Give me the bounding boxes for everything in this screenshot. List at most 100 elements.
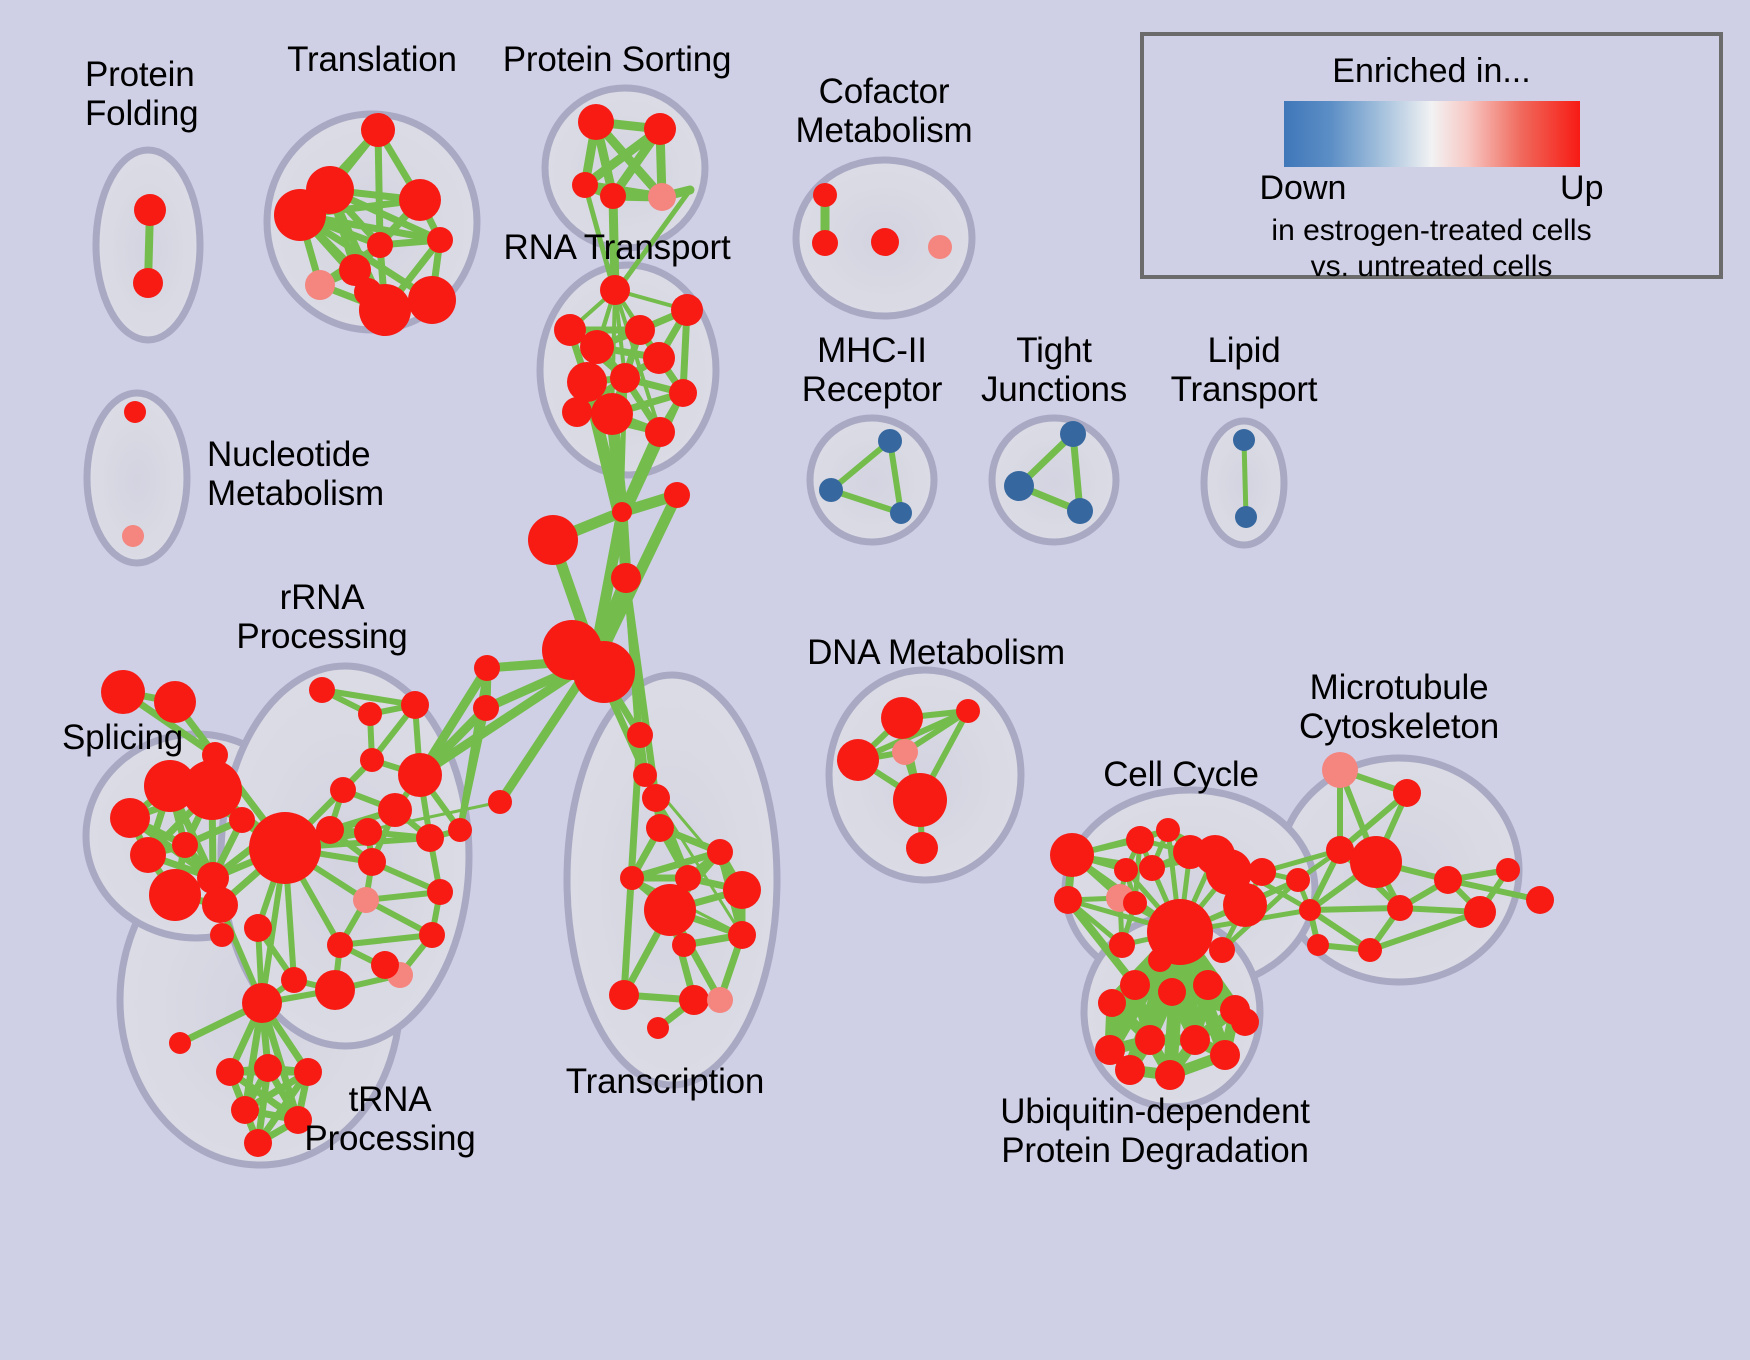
node — [642, 784, 670, 812]
node — [871, 228, 899, 256]
node — [644, 884, 696, 936]
node — [427, 879, 453, 905]
cluster-label-protein-sorting: Protein Sorting — [502, 40, 732, 79]
node — [360, 748, 384, 772]
node — [274, 189, 326, 241]
node — [1210, 1040, 1240, 1070]
node — [664, 482, 690, 508]
node — [473, 695, 499, 721]
node — [600, 275, 630, 305]
node — [562, 397, 592, 427]
node — [612, 502, 632, 522]
node — [358, 848, 386, 876]
node — [1434, 866, 1462, 894]
node — [330, 777, 356, 803]
node — [1496, 858, 1520, 882]
node — [1115, 1055, 1145, 1085]
node — [1158, 978, 1186, 1006]
legend-title: Enriched in... — [1332, 52, 1531, 90]
node — [646, 814, 674, 842]
node — [1067, 498, 1093, 524]
node — [1114, 858, 1138, 882]
node — [358, 702, 382, 726]
node — [679, 985, 709, 1015]
node — [281, 967, 307, 993]
node — [361, 113, 395, 147]
node — [1387, 895, 1413, 921]
node — [309, 677, 335, 703]
node — [134, 194, 166, 226]
node — [133, 268, 163, 298]
node — [1155, 1060, 1185, 1090]
node — [124, 401, 146, 423]
legend-panel: Enriched in... Down Up in estrogen-treat… — [1140, 32, 1723, 283]
node — [154, 681, 196, 723]
cluster-label-microtubule: Microtubule Cytoskeleton — [1299, 668, 1499, 747]
node — [672, 933, 696, 957]
node — [669, 379, 697, 407]
node — [1223, 883, 1267, 927]
legend-subtitle: in estrogen-treated cells vs. untreated … — [1144, 213, 1719, 285]
node — [416, 824, 444, 852]
cluster-label-dna-metabolism: DNA Metabolism — [807, 633, 1065, 672]
node — [591, 393, 633, 435]
node — [210, 923, 234, 947]
node — [249, 812, 321, 884]
node — [294, 1058, 322, 1086]
node — [1393, 779, 1421, 807]
node — [122, 525, 144, 547]
node — [378, 793, 412, 827]
node — [892, 739, 918, 765]
node — [231, 1096, 259, 1124]
node — [254, 1054, 282, 1082]
node — [197, 862, 229, 894]
node — [580, 330, 614, 364]
node — [1209, 937, 1235, 963]
network-nodes — [101, 104, 1554, 1157]
node — [488, 790, 512, 814]
node — [728, 921, 756, 949]
node — [1060, 421, 1086, 447]
node — [101, 670, 145, 714]
node — [881, 697, 923, 739]
node — [675, 865, 701, 891]
node — [609, 980, 639, 1010]
node — [1235, 506, 1257, 528]
node — [110, 798, 150, 838]
node — [1180, 1025, 1210, 1055]
node — [401, 691, 429, 719]
node — [578, 104, 614, 140]
node — [906, 832, 938, 864]
node — [600, 183, 626, 209]
node — [169, 1032, 191, 1054]
node — [1148, 948, 1172, 972]
node — [813, 183, 837, 207]
node — [671, 294, 703, 326]
node — [448, 818, 472, 842]
cluster-label-lipid-transport: Lipid Transport — [1170, 331, 1318, 410]
node — [1526, 886, 1554, 914]
cluster-label-cell-cycle: Cell Cycle — [1103, 755, 1259, 794]
node — [554, 314, 586, 346]
node — [1120, 970, 1150, 1000]
node — [305, 270, 335, 300]
legend-subtitle-line2: vs. untreated cells — [1310, 250, 1553, 283]
node — [327, 932, 353, 958]
node — [648, 183, 676, 211]
cluster-label-nucleotide-metabolism: Nucleotide Metabolism — [207, 435, 384, 514]
node — [1248, 858, 1276, 886]
hull-protein-sorting — [541, 84, 709, 252]
node — [1123, 891, 1147, 915]
node — [627, 722, 653, 748]
node — [202, 887, 238, 923]
node — [1098, 989, 1126, 1017]
node — [339, 254, 371, 286]
node — [1231, 1008, 1259, 1036]
node — [567, 362, 607, 402]
node — [353, 887, 379, 913]
node — [812, 230, 838, 256]
node — [367, 232, 393, 258]
node — [611, 563, 641, 593]
node — [1135, 1025, 1165, 1055]
